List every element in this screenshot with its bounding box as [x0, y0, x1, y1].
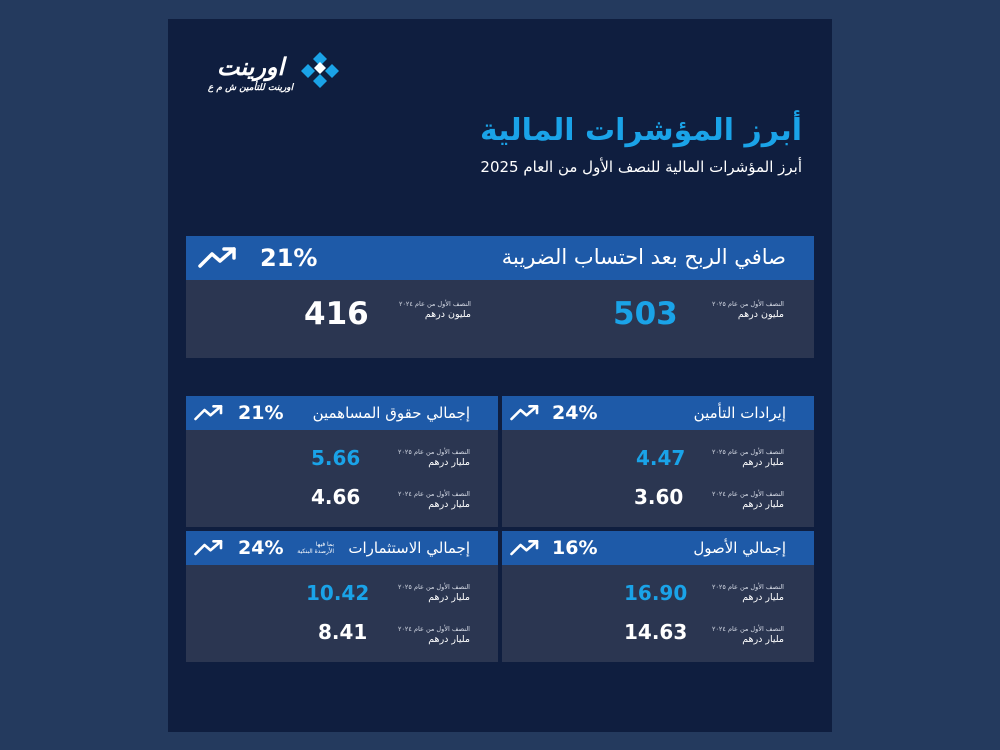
period-label: النصف الأول من عام ٢٠٢٥: [397, 583, 470, 591]
period-label: النصف الأول من عام ٢٠٢٤: [398, 300, 471, 308]
total-assets-card: إجمالي الأصول 16% النصف الأول من عام ٢٠٢…: [502, 531, 814, 662]
shareholders-equity-previous-value: 4.66: [311, 485, 361, 509]
total-assets-previous-value: 14.63: [624, 620, 688, 644]
shareholders-equity-current-caption: النصف الأول من عام ٢٠٢٥ مليار درهم: [398, 448, 470, 468]
shareholders-equity-current-value: 5.66: [311, 446, 361, 470]
trend-up-icon: [510, 404, 539, 421]
net-profit-change: 21%: [260, 244, 318, 272]
total-investments-header: إجمالي الاستثمارات بما فيها الأرصدة البن…: [186, 531, 498, 565]
total-investments-current-caption: النصف الأول من عام ٢٠٢٥ مليار درهم: [398, 583, 470, 603]
total-assets-previous-caption: النصف الأول من عام ٢٠٢٤ مليار درهم: [712, 625, 784, 645]
insurance-revenue-current-caption: النصف الأول من عام ٢٠٢٥ مليار درهم: [712, 448, 784, 468]
insurance-revenue-title: إيرادات التأمين: [693, 404, 786, 422]
unit-label: مليار درهم: [742, 457, 784, 468]
total-assets-header: إجمالي الأصول 16%: [502, 531, 814, 565]
total-investments-previous-value: 8.41: [318, 620, 368, 644]
net-profit-previous-value: 416: [304, 296, 369, 332]
net-profit-current-value: 503: [613, 296, 678, 332]
shareholders-equity-header: إجمالي حقوق المساهمين 21%: [186, 396, 498, 430]
period-label: النصف الأول من عام ٢٠٢٥: [397, 448, 470, 456]
total-investments-change: 24%: [238, 537, 284, 559]
total-investments-current-value: 10.42: [306, 581, 370, 605]
unit-label: مليار درهم: [742, 592, 784, 603]
period-label: النصف الأول من عام ٢٠٢٥: [711, 583, 784, 591]
period-label: النصف الأول من عام ٢٠٢٤: [397, 625, 470, 633]
unit-label: مليار درهم: [742, 634, 784, 645]
total-assets-current-value: 16.90: [624, 581, 688, 605]
unit-label: مليار درهم: [428, 457, 470, 468]
page-title: أبرز المؤشرات المالية: [479, 113, 802, 148]
total-assets-title: إجمالي الأصول: [693, 539, 786, 557]
period-label: النصف الأول من عام ٢٠٢٤: [397, 490, 470, 498]
total-investments-title: إجمالي الاستثمارات: [348, 539, 470, 557]
unit-label: مليون درهم: [737, 309, 784, 320]
total-assets-current-caption: النصف الأول من عام ٢٠٢٥ مليار درهم: [712, 583, 784, 603]
trend-up-icon: [194, 539, 223, 556]
period-label: النصف الأول من عام ٢٠٢٤: [711, 625, 784, 633]
unit-label: مليار درهم: [428, 592, 470, 603]
period-label: النصف الأول من عام ٢٠٢٥: [711, 448, 784, 456]
shareholders-equity-title: إجمالي حقوق المساهمين: [312, 404, 470, 422]
insurance-revenue-change: 24%: [552, 402, 598, 424]
trend-up-icon: [510, 539, 539, 556]
shareholders-equity-previous-caption: النصف الأول من عام ٢٠٢٤ مليار درهم: [398, 490, 470, 510]
shareholders-equity-card: إجمالي حقوق المساهمين 21% النصف الأول من…: [186, 396, 498, 527]
insurance-revenue-card: إيرادات التأمين 24% النصف الأول من عام ٢…: [502, 396, 814, 527]
logo-wordmark: اورينت: [216, 53, 285, 81]
unit-label: مليار درهم: [428, 634, 470, 645]
total-investments-card: إجمالي الاستثمارات بما فيها الأرصدة البن…: [186, 531, 498, 662]
net-profit-header: صافي الربح بعد احتساب الضريبة 21%: [186, 236, 814, 280]
note-line-1: بما فيها: [315, 541, 334, 548]
net-profit-current-caption: النصف الأول من عام ٢٠٢٥ مليون درهم: [712, 300, 784, 320]
period-label: النصف الأول من عام ٢٠٢٥: [711, 300, 784, 308]
net-profit-card: صافي الربح بعد احتساب الضريبة 21% النصف …: [186, 236, 814, 358]
shareholders-equity-change: 21%: [238, 402, 284, 424]
net-profit-previous-caption: النصف الأول من عام ٢٠٢٤ مليون درهم: [399, 300, 471, 320]
period-label: النصف الأول من عام ٢٠٢٤: [711, 490, 784, 498]
unit-label: مليون درهم: [424, 309, 471, 320]
insurance-revenue-header: إيرادات التأمين 24%: [502, 396, 814, 430]
page-subtitle: أبرز المؤشرات المالية للنصف الأول من الع…: [480, 158, 802, 176]
insurance-revenue-current-value: 4.47: [636, 446, 686, 470]
trend-up-icon: [194, 404, 223, 421]
unit-label: مليار درهم: [428, 499, 470, 510]
total-assets-change: 16%: [552, 537, 598, 559]
orient-logo-icon: [301, 52, 339, 88]
total-investments-previous-caption: النصف الأول من عام ٢٠٢٤ مليار درهم: [398, 625, 470, 645]
trend-up-icon: [198, 247, 236, 268]
unit-label: مليار درهم: [742, 499, 784, 510]
net-profit-title: صافي الربح بعد احتساب الضريبة: [501, 245, 786, 269]
logo-tagline: اورينت للتأمين ش م ع: [207, 83, 294, 93]
insurance-revenue-previous-value: 3.60: [634, 485, 684, 509]
total-investments-note: بما فيها الأرصدة البنكية: [297, 541, 334, 555]
insurance-revenue-previous-caption: النصف الأول من عام ٢٠٢٤ مليار درهم: [712, 490, 784, 510]
note-line-2: الأرصدة البنكية: [297, 548, 334, 555]
